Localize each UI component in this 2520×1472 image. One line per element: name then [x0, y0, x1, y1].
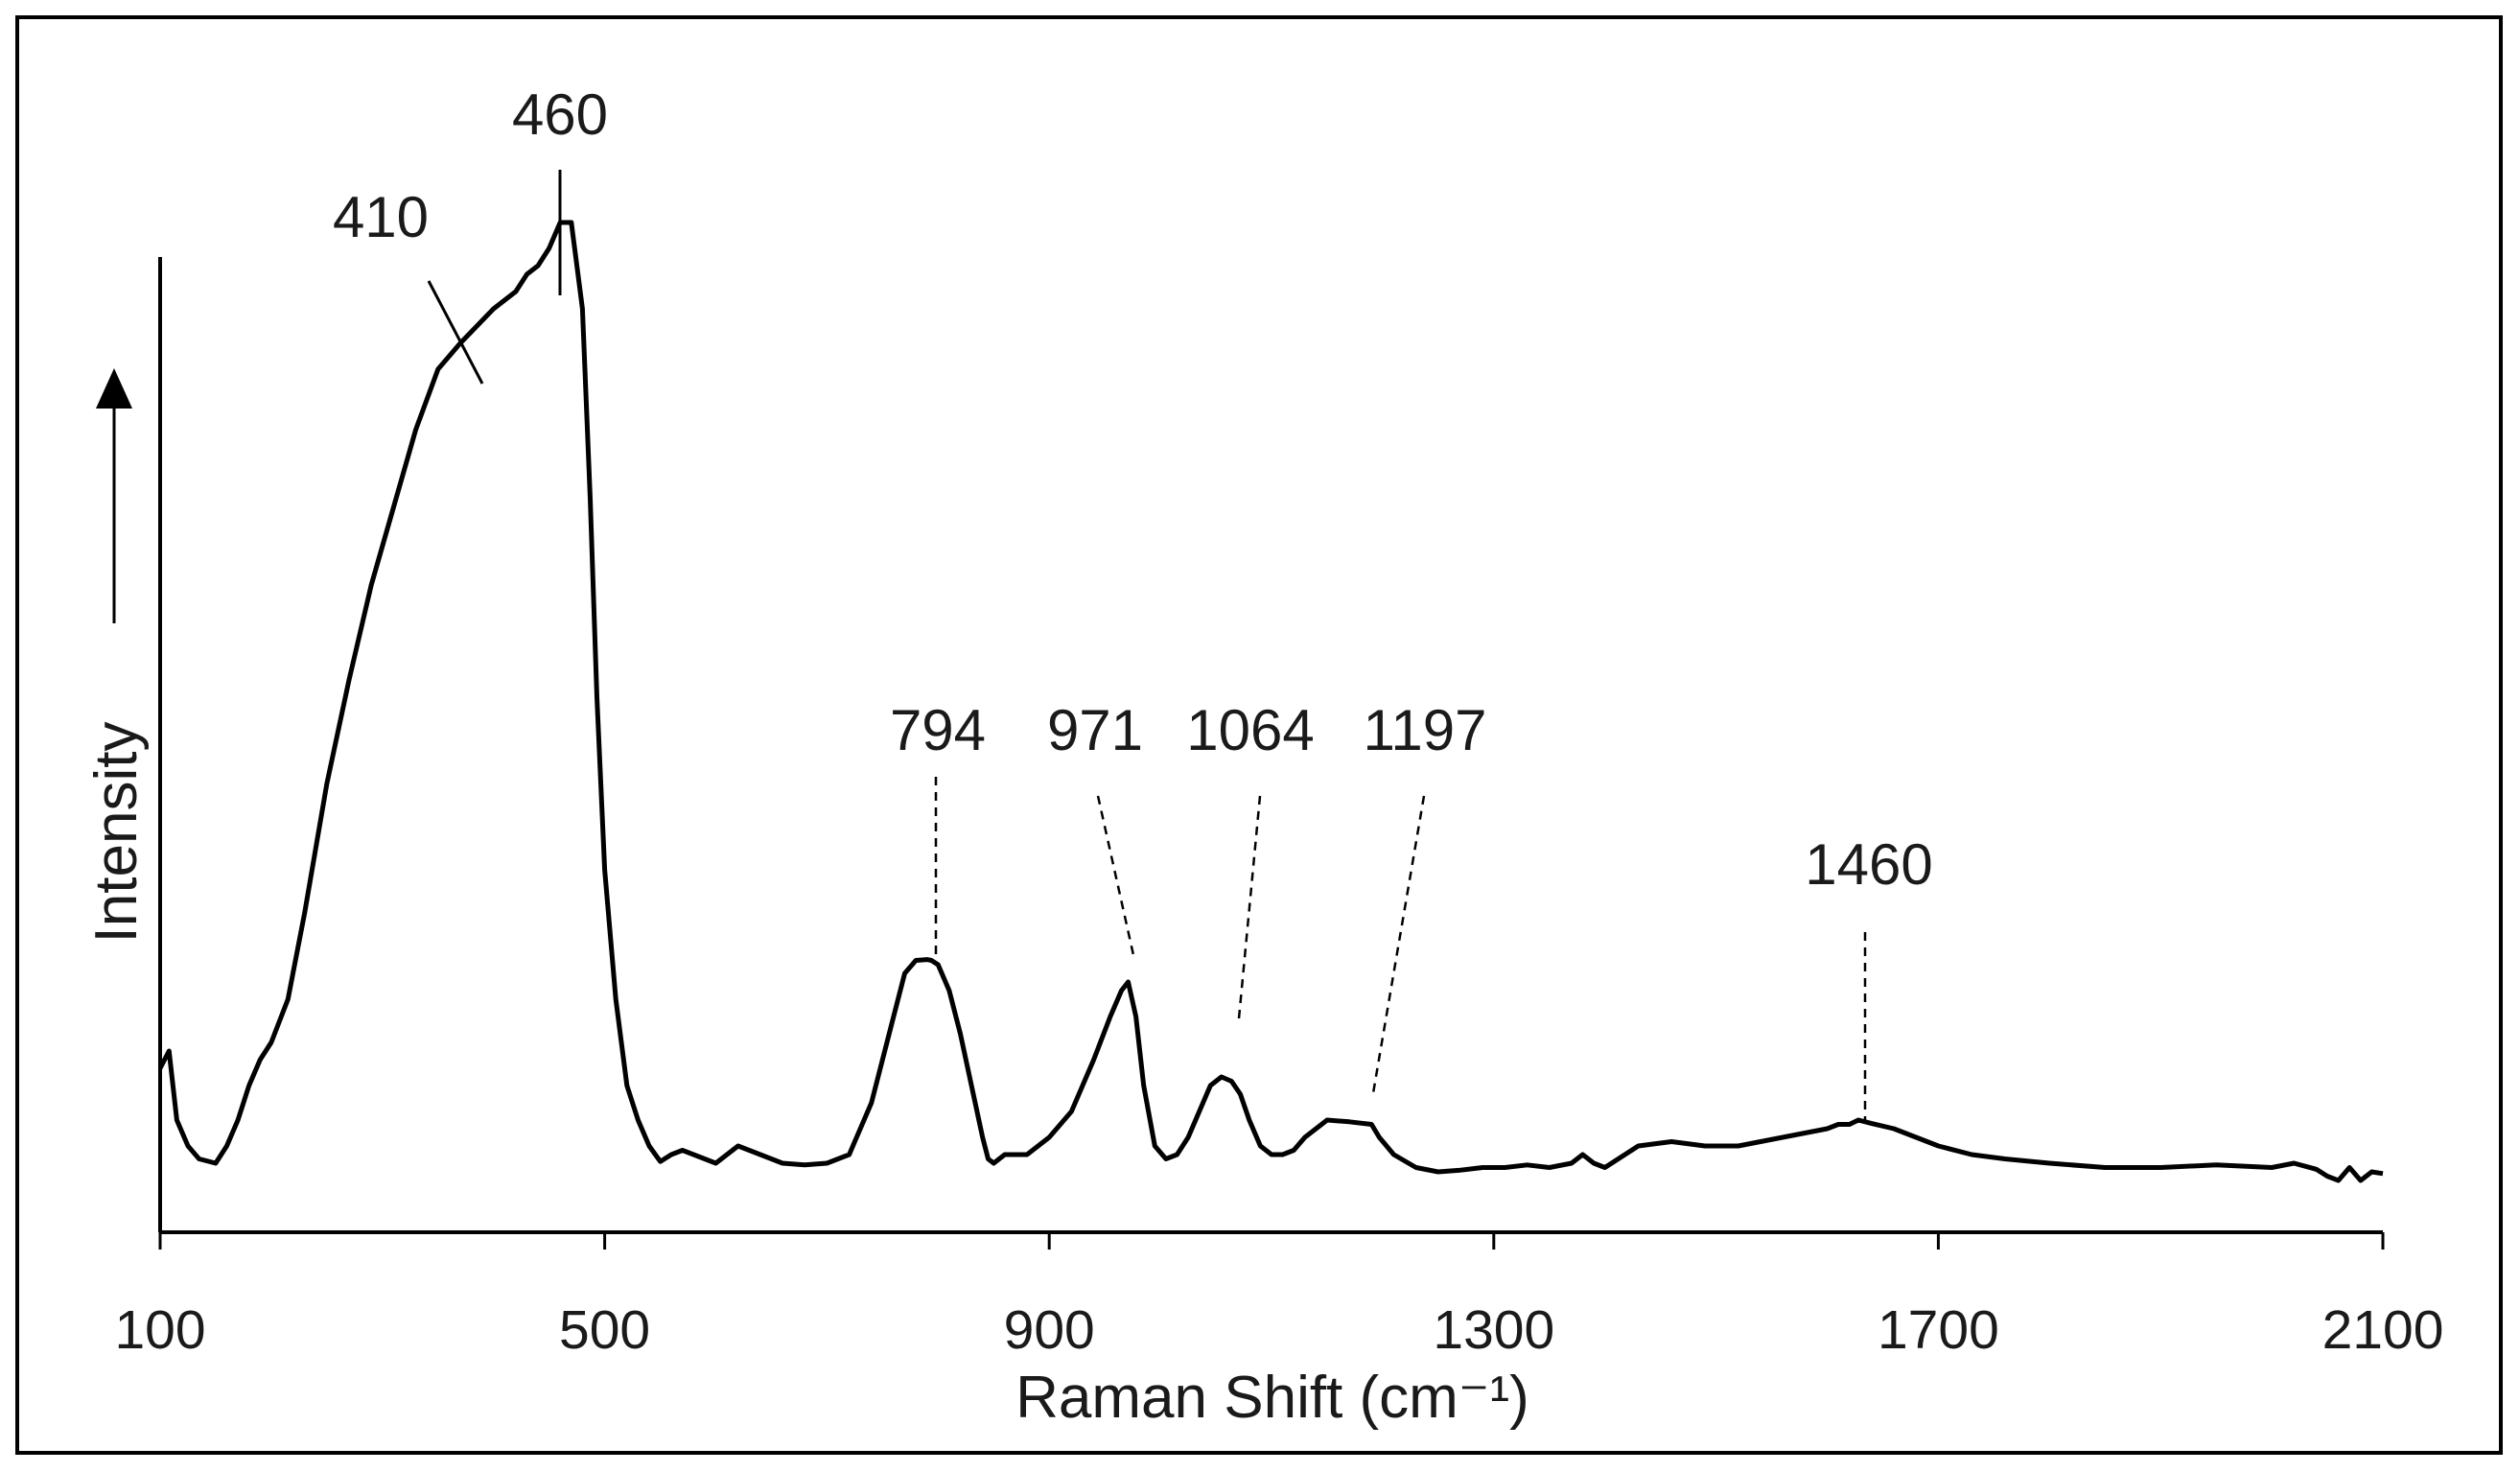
peak-label-971: 971 [1047, 698, 1143, 762]
peak-label-460: 460 [512, 82, 608, 147]
y-axis-arrow [96, 368, 132, 623]
peak-label-794: 794 [890, 698, 986, 762]
x-tick-label-1300: 1300 [1433, 1299, 1554, 1361]
peak-annotations: 410 460 794 971 1064 1197 1460 [333, 82, 1933, 1120]
peak-label-410: 410 [333, 185, 429, 249]
x-axis-label: Raman Shift (cm⁻¹) [1015, 1365, 1529, 1431]
peak-label-1197: 1197 [1363, 698, 1486, 762]
x-ticks [158, 1232, 2385, 1250]
x-tick-labels: 100 500 900 1300 1700 2100 [114, 1299, 2443, 1361]
axes [158, 257, 2383, 1234]
x-tick-label-1700: 1700 [1878, 1299, 1999, 1361]
y-arrow-head [96, 368, 132, 409]
x-tick-label-900: 900 [1004, 1299, 1095, 1361]
peak-leader-1197 [1371, 795, 1426, 1094]
peak-label-1064: 1064 [1186, 698, 1314, 762]
x-tick-label-100: 100 [114, 1299, 205, 1361]
peak-leader-1064 [1237, 795, 1262, 1019]
x-tick-label-2100: 2100 [2322, 1299, 2444, 1361]
peak-label-1460: 1460 [1805, 832, 1932, 897]
peak-leader-971 [1096, 795, 1135, 956]
chart-frame [15, 15, 2503, 1455]
peak-leader-410 [427, 280, 484, 385]
y-axis-label: Intensity [83, 722, 150, 944]
spectrum-line [157, 220, 2384, 1183]
x-tick-label-500: 500 [559, 1299, 650, 1361]
